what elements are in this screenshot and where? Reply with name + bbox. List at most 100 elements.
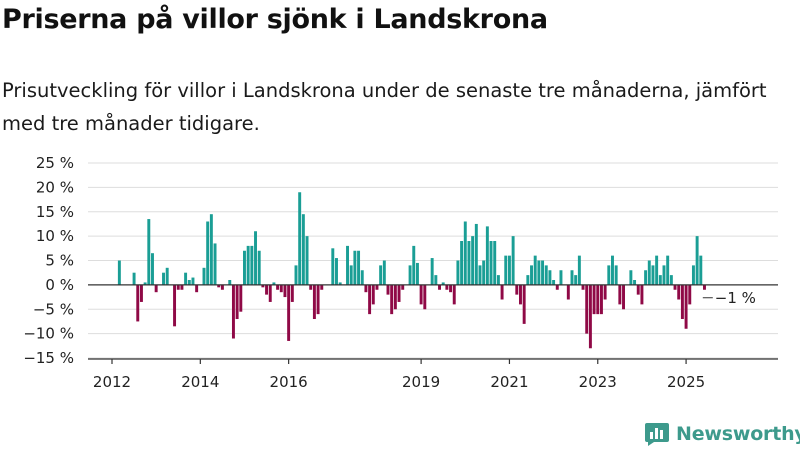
bar [574,275,578,285]
bar [611,255,614,285]
bar [507,255,511,285]
bar [331,248,335,285]
axes [88,284,778,364]
bar [614,265,618,285]
bar [467,241,471,285]
bar [209,214,213,285]
bar [338,282,342,285]
x-tick-label: 2021 [490,373,528,390]
newsworthy-logo-icon [645,423,669,446]
bar [382,260,386,285]
bar [588,284,592,349]
bar [581,284,585,290]
bar [666,255,670,285]
bar [412,245,416,285]
x-tick-label: 2019 [402,373,440,390]
bar [555,284,559,290]
bar [673,284,677,290]
bar [279,284,283,293]
bar [622,284,625,310]
bar [132,272,136,285]
bar [272,282,276,285]
bar [526,275,530,285]
bar [522,284,526,324]
bar [254,231,257,285]
y-tick-label: 10 % [36,227,74,245]
bar [452,284,456,305]
bar [265,284,269,295]
y-tick-label: 15 % [36,203,74,221]
bar [408,265,412,285]
bar [287,284,291,341]
bar [364,284,368,293]
bar [136,284,140,322]
bar [213,243,217,285]
bars [117,192,706,349]
bar [677,284,681,300]
chart-title: Priserna på villor sjönk i Landskrona [2,4,548,35]
bar [257,250,261,285]
bar [493,241,497,285]
bar [644,270,648,285]
bar [423,284,427,310]
bar [658,275,662,285]
tick-labels: 25 % 20 % 15 % 10 % 5 % 0 % −5 % −10 % −15 % 2012… [23,154,705,390]
brand-logo: Newsworthy [644,420,800,448]
y-tick-label: 5 % [45,252,74,270]
bar [515,284,519,295]
bar [228,280,232,285]
bar [316,284,320,315]
bar [401,284,405,290]
bar [548,270,552,285]
bar [559,270,563,285]
bar [154,284,158,293]
bar [349,265,353,285]
bar [346,245,349,285]
x-tick-label: 2025 [667,373,705,390]
bar [117,260,121,285]
bar [239,284,243,312]
bar [335,258,338,285]
bar [220,284,224,290]
bar [599,284,603,315]
bar [537,260,541,285]
bar [485,226,489,285]
bar [268,284,272,302]
annotation-label: −1 % [715,289,756,307]
bar [393,284,397,310]
bar [596,284,600,315]
bar [456,260,460,285]
bar-chart: 25 % 20 % 15 % 10 % 5 % 0 % −5 % −10 % −15 % 2012… [23,154,778,390]
bar [176,284,180,290]
bar [519,284,522,305]
bar [371,284,375,305]
bar [441,282,445,285]
bar [541,260,545,285]
x-tick-label: 2014 [181,373,219,390]
bar [636,284,640,295]
bar [478,265,482,285]
bar [463,221,467,285]
bar [320,284,324,290]
bar [592,284,596,315]
bar [504,255,508,285]
bar [250,245,254,285]
bar [482,260,486,285]
bar [139,284,143,302]
bar [298,192,302,285]
bar [386,284,390,295]
bar [276,284,280,290]
bar [353,250,357,285]
bar [684,284,688,329]
bar [533,255,537,285]
bar [294,265,298,285]
bar [633,280,637,285]
bar [655,255,659,285]
bar [283,284,287,298]
bar [651,265,655,285]
bar [243,250,246,285]
bar [434,275,438,285]
bar [217,284,221,288]
y-tick-label: −15 % [23,349,74,367]
bar [669,275,673,285]
